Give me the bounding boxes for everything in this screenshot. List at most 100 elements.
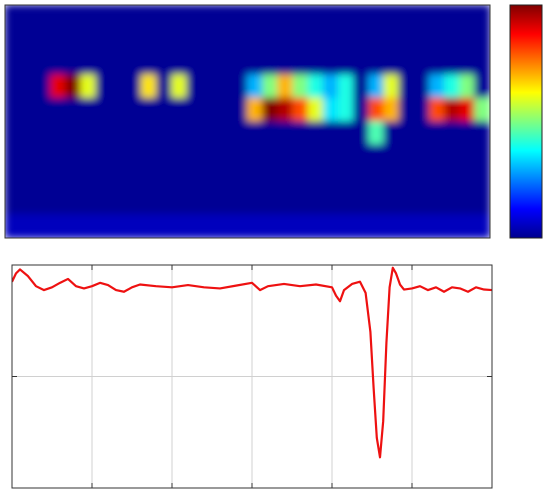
heatmap-cell <box>231 97 248 122</box>
heatmap-cell <box>368 5 385 29</box>
heatmap-cell <box>247 121 264 146</box>
heatmap-cell <box>353 167 370 192</box>
heatmap-cell <box>277 74 294 99</box>
heatmap-cell <box>5 74 21 99</box>
heatmap-cell <box>156 144 173 169</box>
heatmap-cell <box>383 167 400 192</box>
heatmap-cell <box>49 97 67 122</box>
heatmap-cell <box>262 74 279 99</box>
heatmap-cell <box>428 144 446 169</box>
heatmap-cell <box>444 5 461 29</box>
heatmap-cell <box>368 121 385 146</box>
plot-frame <box>11 264 493 489</box>
heatmap-cell <box>49 121 67 146</box>
heatmap-cell <box>156 5 173 29</box>
heatmap-cell <box>383 190 400 216</box>
heatmap-cell <box>34 144 51 169</box>
heatmap-cell <box>322 74 339 99</box>
heatmap-cell <box>216 51 233 76</box>
heatmap-cell <box>413 97 430 122</box>
heatmap-cell <box>277 51 294 76</box>
heatmap-cell <box>444 27 461 53</box>
heatmap-cell <box>186 27 203 53</box>
heatmap-cell <box>95 5 112 29</box>
heatmap-cell <box>49 5 67 29</box>
heatmap-cell <box>262 51 279 76</box>
heatmap-cell <box>337 190 355 216</box>
heatmap-cell <box>186 167 203 192</box>
heatmap-cell <box>5 214 21 238</box>
heatmap-cell <box>307 144 324 169</box>
heatmap-cell <box>398 190 415 216</box>
heatmap-cell <box>140 144 158 169</box>
heatmap-cell <box>19 190 36 216</box>
heatmap-cell <box>277 144 294 169</box>
heatmap-cell <box>322 97 339 122</box>
heatmap-cell <box>216 121 233 146</box>
heatmap-cell <box>292 121 309 146</box>
heatmap-cell <box>19 214 36 238</box>
heatmap-cell <box>292 190 309 216</box>
heatmap-cell <box>125 51 142 76</box>
heatmap-cell <box>353 51 370 76</box>
heatmap-cell <box>231 74 248 99</box>
heatmap-cell <box>322 27 339 53</box>
heatmap-cell <box>216 190 233 216</box>
heatmap-cell <box>49 190 67 216</box>
heatmap-cell <box>171 27 188 53</box>
heatmap-cell <box>34 97 51 122</box>
heatmap-cell <box>444 167 461 192</box>
heatmap-cell <box>277 121 294 146</box>
heatmap-cell <box>171 97 188 122</box>
heatmap-cell <box>110 51 127 76</box>
heatmap-cell <box>247 190 264 216</box>
heatmap-cell <box>459 97 476 122</box>
heatmap-cell <box>95 97 112 122</box>
heatmap-cell <box>201 5 218 29</box>
heatmap-cell <box>34 5 51 29</box>
heatmap-cell <box>216 97 233 122</box>
heatmap-cell <box>398 74 415 99</box>
heatmap-cell <box>277 167 294 192</box>
heatmap-cell <box>277 190 294 216</box>
heatmap-cell <box>231 190 248 216</box>
heatmap-cell <box>353 27 370 53</box>
heatmap-cell <box>65 74 82 99</box>
heatmap-cell <box>95 190 112 216</box>
heatmap-cell <box>322 5 339 29</box>
heatmap-cell <box>337 74 355 99</box>
heatmap-cell <box>156 27 173 53</box>
heatmap-cell <box>459 5 476 29</box>
heatmap-cell <box>444 144 461 169</box>
heatmap-cell <box>201 27 218 53</box>
heatmap-cell <box>398 27 415 53</box>
heatmap-cell <box>65 27 82 53</box>
heatmap-cell <box>322 144 339 169</box>
heatmap <box>5 5 490 238</box>
heatmap-cell <box>140 214 158 238</box>
heatmap-cell <box>262 97 279 122</box>
heatmap-cell <box>383 214 400 238</box>
heatmap-cell <box>428 97 446 122</box>
heatmap-cell <box>216 167 233 192</box>
heatmap-cell <box>34 27 51 53</box>
heatmap-cell <box>140 121 158 146</box>
heatmap-cell <box>5 190 21 216</box>
heatmap-cell <box>307 51 324 76</box>
heatmap-cell <box>95 27 112 53</box>
heatmap-cell <box>231 51 248 76</box>
heatmap-cell <box>95 214 112 238</box>
heatmap-cell <box>156 51 173 76</box>
heatmap-cell <box>231 167 248 192</box>
heatmap-cell <box>368 190 385 216</box>
heatmap-cell <box>80 167 97 192</box>
heatmap-cell <box>247 5 264 29</box>
heatmap-cell <box>337 214 355 238</box>
heatmap-cell <box>216 27 233 53</box>
heatmap-cell <box>19 121 36 146</box>
heatmap-cell <box>34 167 51 192</box>
heatmap-cell <box>368 214 385 238</box>
heatmap-cell <box>413 144 430 169</box>
heatmap-cell <box>186 190 203 216</box>
